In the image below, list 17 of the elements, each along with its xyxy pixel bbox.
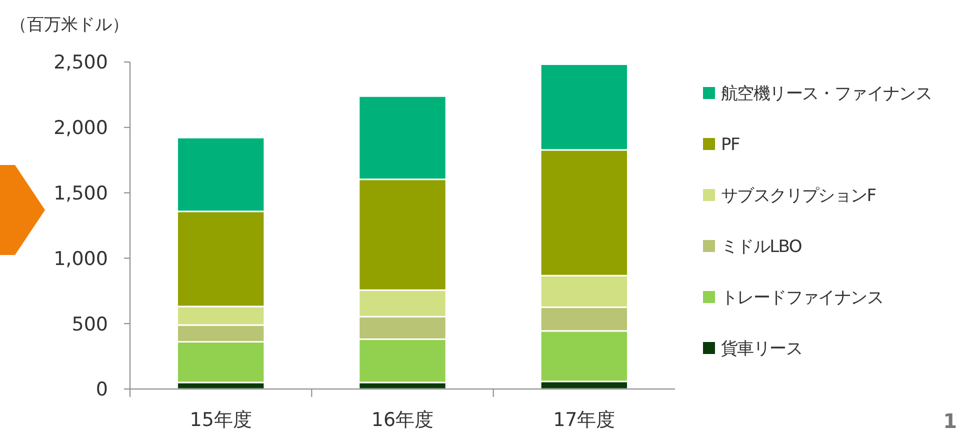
y-tick-label: 1,500 xyxy=(54,182,108,204)
legend-label: トレードファイナンス xyxy=(721,288,884,308)
y-tick-label: 2,000 xyxy=(54,117,108,140)
y-tick-label: 2,500 xyxy=(54,52,108,74)
legend-label: 航空機リース・ファイナンス xyxy=(721,84,932,104)
legend-label: 貨車リース xyxy=(721,338,802,359)
y-tick-label: 500 xyxy=(72,313,108,336)
y-axis-title: （百万米ドル） xyxy=(10,15,129,35)
legend-label: PF xyxy=(721,134,740,155)
y-tick-label: 1,000 xyxy=(54,248,108,270)
x-tick-label: 16年度 xyxy=(371,409,434,431)
text: 1 xyxy=(943,409,957,433)
y-tick-label: 0 xyxy=(96,378,108,401)
legend-label: ミドルLBO xyxy=(721,236,802,257)
x-tick-label: 15年度 xyxy=(190,409,252,431)
legend-label: サブスクリプションF xyxy=(721,186,876,206)
x-tick-label: 17年度 xyxy=(553,409,616,431)
